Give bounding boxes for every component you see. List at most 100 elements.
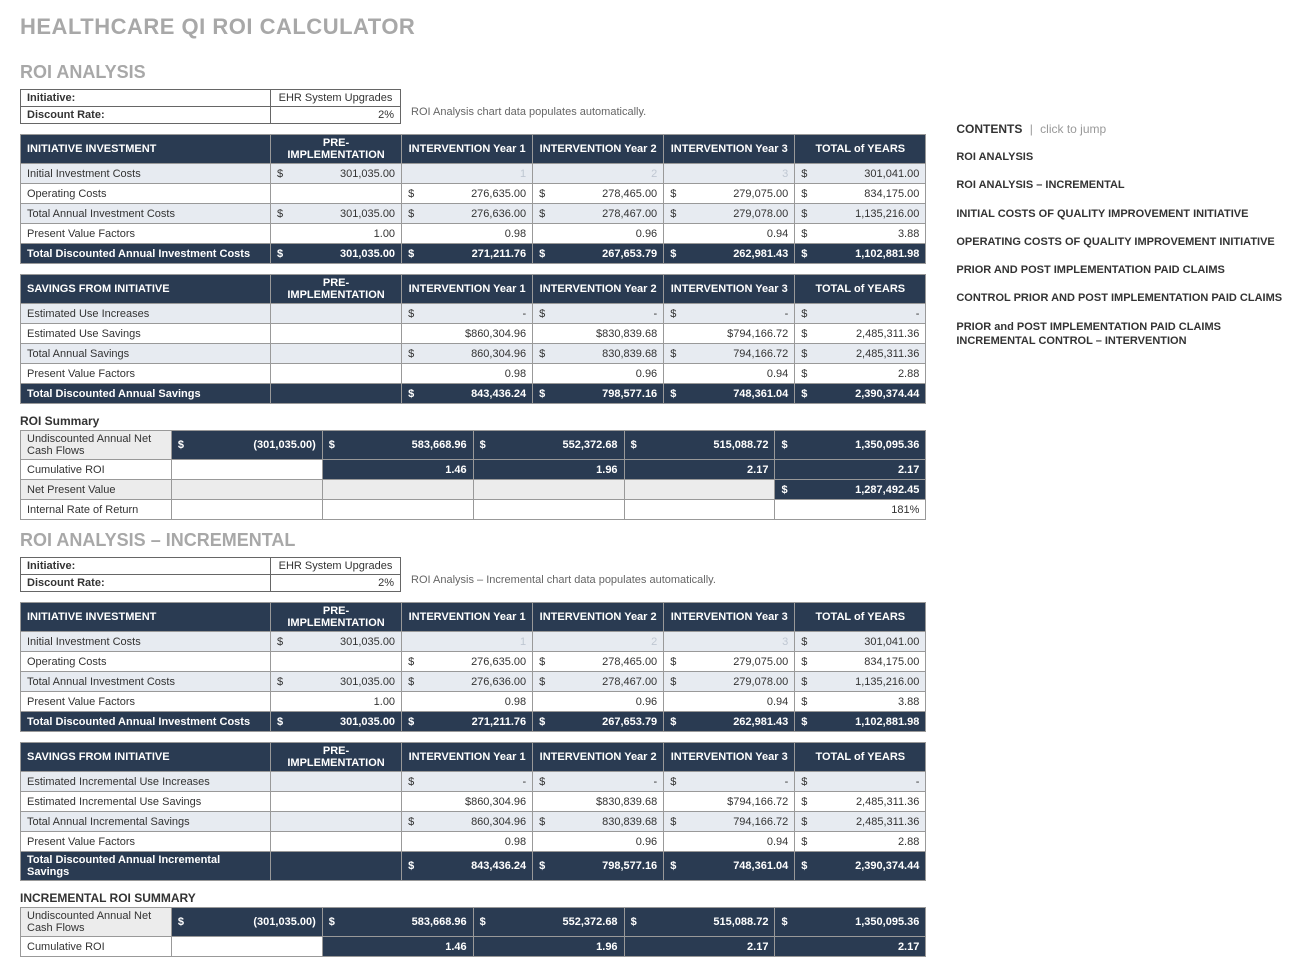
meta-discount-label: Discount Rate: bbox=[21, 107, 271, 124]
cell: $2,390,374.44 bbox=[795, 384, 926, 404]
table-roi-invest: INITIATIVE INVESTMENTPRE-IMPLEMENTATIONI… bbox=[20, 134, 926, 264]
cell: $(301,035.00) bbox=[171, 908, 322, 937]
cell: 0.98 bbox=[402, 364, 533, 384]
cell: $267,653.79 bbox=[533, 244, 664, 264]
cell: $1,102,881.98 bbox=[795, 712, 926, 732]
cell: 3 bbox=[664, 164, 795, 184]
contents-link[interactable]: INITIAL COSTS OF QUALITY IMPROVEMENT INI… bbox=[956, 207, 1295, 221]
cell: $2.88 bbox=[795, 364, 926, 384]
col-header: INTERVENTION Year 1 bbox=[402, 135, 533, 164]
table-row: Total Annual Incremental Savings$860,304… bbox=[21, 812, 926, 832]
cell: $301,035.00 bbox=[271, 204, 402, 224]
cell: $271,211.76 bbox=[402, 244, 533, 264]
page-title: HEALTHCARE QI ROI CALCULATOR bbox=[20, 14, 1295, 40]
contents-link[interactable]: ROI ANALYSIS bbox=[956, 150, 1295, 164]
col-header: INTERVENTION Year 1 bbox=[402, 603, 533, 632]
cell: $- bbox=[795, 304, 926, 324]
cell: 181% bbox=[775, 500, 926, 520]
row-label: Undiscounted Annual Net Cash Flows bbox=[21, 908, 172, 937]
row-label: Present Value Factors bbox=[21, 692, 271, 712]
cell: $2,485,311.36 bbox=[795, 344, 926, 364]
cell: $515,088.72 bbox=[624, 431, 775, 460]
meta-initiative-value: EHR System Upgrades bbox=[271, 90, 401, 107]
contents-link[interactable]: ROI ANALYSIS – INCREMENTAL bbox=[956, 178, 1295, 192]
cell: $2.88 bbox=[795, 832, 926, 852]
cell: $- bbox=[533, 772, 664, 792]
cell: $278,465.00 bbox=[533, 184, 664, 204]
table-row: Estimated Incremental Use Savings$860,30… bbox=[21, 792, 926, 812]
contents-sep: | bbox=[1030, 122, 1033, 136]
contents-hint: click to jump bbox=[1040, 122, 1106, 136]
meta-note-roi-inc: ROI Analysis – Incremental chart data po… bbox=[411, 574, 716, 586]
cell: 0.98 bbox=[402, 224, 533, 244]
col-header: PRE-IMPLEMENTATION bbox=[271, 275, 402, 304]
cell: 2.17 bbox=[624, 937, 775, 957]
cell: $301,035.00 bbox=[271, 712, 402, 732]
cell: 0.94 bbox=[664, 364, 795, 384]
row-label: Cumulative ROI bbox=[21, 460, 172, 480]
row-label: Initial Investment Costs bbox=[21, 632, 271, 652]
contents-link[interactable]: OPERATING COSTS OF QUALITY IMPROVEMENT I… bbox=[956, 235, 1295, 249]
cell bbox=[271, 184, 402, 204]
cell: $- bbox=[795, 772, 926, 792]
col-header: INTERVENTION Year 3 bbox=[664, 135, 795, 164]
cell: $794,166.72 bbox=[664, 344, 795, 364]
table-row: Cumulative ROI1.461.962.172.17 bbox=[21, 460, 926, 480]
table-row: Operating Costs$276,635.00$278,465.00$27… bbox=[21, 184, 926, 204]
cell: $3.88 bbox=[795, 224, 926, 244]
table-row: Undiscounted Annual Net Cash Flows$(301,… bbox=[21, 431, 926, 460]
table-row: Present Value Factors0.980.960.94$2.88 bbox=[21, 364, 926, 384]
col-header: INTERVENTION Year 3 bbox=[664, 743, 795, 772]
col-header: PRE-IMPLEMENTATION bbox=[271, 135, 402, 164]
row-label: Total Discounted Annual Investment Costs bbox=[21, 244, 271, 264]
cell bbox=[171, 480, 322, 500]
cell: $794,166.72 bbox=[664, 792, 795, 812]
cell: $748,361.04 bbox=[664, 852, 795, 881]
col-header: INTERVENTION Year 3 bbox=[664, 603, 795, 632]
main-column: ROI ANALYSIS Initiative: EHR System Upgr… bbox=[20, 54, 926, 967]
cell: $301,035.00 bbox=[271, 164, 402, 184]
contents-link[interactable]: PRIOR AND POST IMPLEMENTATION PAID CLAIM… bbox=[956, 263, 1295, 277]
cell: 1.00 bbox=[271, 224, 402, 244]
cell: $1,135,216.00 bbox=[795, 204, 926, 224]
cell: $1,350,095.36 bbox=[775, 431, 926, 460]
cell bbox=[171, 500, 322, 520]
contents-link[interactable]: PRIOR and POST IMPLEMENTATION PAID CLAIM… bbox=[956, 320, 1295, 349]
table-row: Total Discounted Annual Savings$843,436.… bbox=[21, 384, 926, 404]
table-row: Total Discounted Annual Incremental Savi… bbox=[21, 852, 926, 881]
table-row: Cumulative ROI1.461.962.172.17 bbox=[21, 937, 926, 957]
cell: $- bbox=[664, 772, 795, 792]
cell: $- bbox=[533, 304, 664, 324]
cell: 2 bbox=[533, 632, 664, 652]
table-row: Present Value Factors0.980.960.94$2.88 bbox=[21, 832, 926, 852]
cell bbox=[473, 500, 624, 520]
row-label: Internal Rate of Return bbox=[21, 500, 172, 520]
contents-link[interactable]: CONTROL PRIOR AND POST IMPLEMENTATION PA… bbox=[956, 291, 1295, 305]
col-header: TOTAL of YEARS bbox=[795, 275, 926, 304]
row-label: Total Annual Investment Costs bbox=[21, 204, 271, 224]
row-label: Estimated Use Savings bbox=[21, 324, 271, 344]
row-label: Operating Costs bbox=[21, 184, 271, 204]
meta-initiative-value: EHR System Upgrades bbox=[271, 558, 401, 575]
cell: 0.96 bbox=[533, 832, 664, 852]
cell bbox=[171, 460, 322, 480]
cell bbox=[322, 500, 473, 520]
cell bbox=[271, 852, 402, 881]
row-label: Estimated Incremental Use Increases bbox=[21, 772, 271, 792]
row-label: Total Annual Savings bbox=[21, 344, 271, 364]
table-row: Undiscounted Annual Net Cash Flows$(301,… bbox=[21, 908, 926, 937]
row-label: Initial Investment Costs bbox=[21, 164, 271, 184]
cell: $552,372.68 bbox=[473, 908, 624, 937]
row-label: Present Value Factors bbox=[21, 364, 271, 384]
cell: $860,304.96 bbox=[402, 324, 533, 344]
col-header: TOTAL of YEARS bbox=[795, 603, 926, 632]
cell: 0.98 bbox=[402, 832, 533, 852]
cell: $1,135,216.00 bbox=[795, 672, 926, 692]
cell bbox=[271, 772, 402, 792]
meta-discount-value: 2% bbox=[271, 107, 401, 124]
cell: $830,839.68 bbox=[533, 812, 664, 832]
meta-initiative-label: Initiative: bbox=[21, 558, 271, 575]
cell bbox=[624, 500, 775, 520]
col-header: INTERVENTION Year 3 bbox=[664, 275, 795, 304]
table-row: Estimated Use Savings$860,304.96$830,839… bbox=[21, 324, 926, 344]
